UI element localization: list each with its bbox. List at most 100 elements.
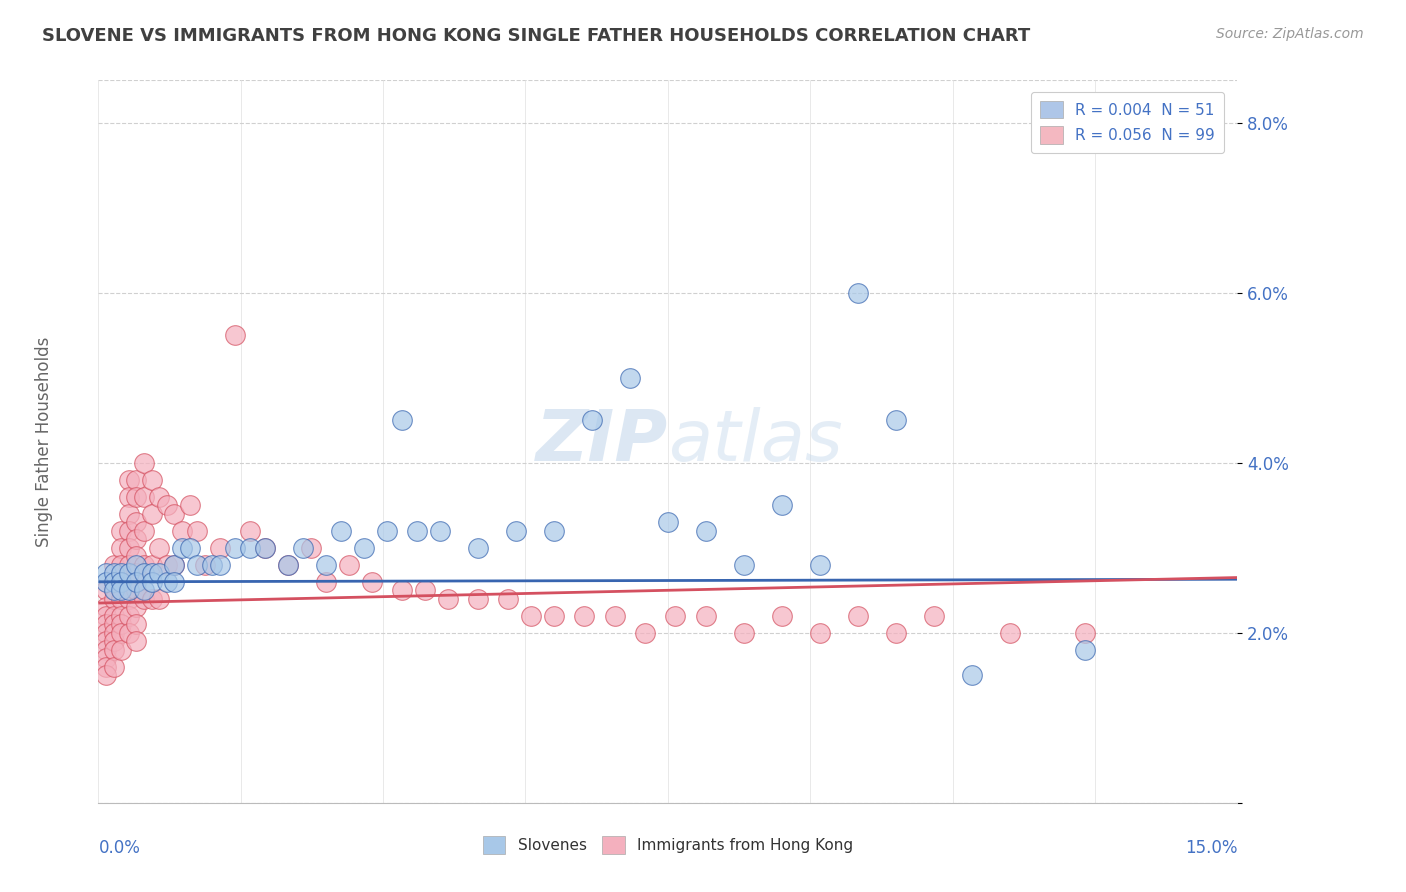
Point [125,558,148,572]
Point [520,608,543,623]
Point [353,541,375,555]
Point [156,558,179,572]
Point [132,524,155,538]
Point [103,608,125,623]
Point [201,558,224,572]
Point [543,524,565,538]
Point [94,625,117,640]
Point [375,524,398,538]
Point [156,498,179,512]
Point [103,591,125,606]
Point [498,591,520,606]
Point [110,558,132,572]
Point [125,549,148,564]
Point [141,473,163,487]
Point [110,608,132,623]
Point [770,498,793,512]
Point [733,558,755,572]
Point [413,583,436,598]
Point [118,524,141,538]
Point [148,591,170,606]
Point [179,498,201,512]
Point [141,566,163,581]
Point [125,516,148,530]
Point [163,574,186,589]
Point [94,642,117,657]
Point [436,591,458,606]
Point [125,473,148,487]
Text: atlas: atlas [668,407,842,476]
Point [543,608,565,623]
Point [254,541,277,555]
Point [118,625,141,640]
Point [94,660,117,674]
Point [125,490,148,504]
Point [603,608,626,623]
Point [94,566,117,581]
Point [110,591,132,606]
Point [505,524,527,538]
Point [467,591,489,606]
Point [118,574,141,589]
Text: ZIP: ZIP [536,407,668,476]
Point [103,583,125,598]
Point [224,541,246,555]
Text: SLOVENE VS IMMIGRANTS FROM HONG KONG SINGLE FATHER HOUSEHOLDS CORRELATION CHART: SLOVENE VS IMMIGRANTS FROM HONG KONG SIN… [42,27,1031,45]
Point [118,591,141,606]
Point [277,558,299,572]
Point [657,516,679,530]
Point [132,490,155,504]
Point [94,583,117,598]
Point [808,625,831,640]
Point [110,617,132,632]
Point [125,533,148,547]
Point [110,583,132,598]
Point [103,625,125,640]
Point [239,541,262,555]
Point [960,668,983,682]
Point [125,600,148,615]
Point [125,634,148,648]
Point [148,566,170,581]
Point [141,574,163,589]
Point [163,507,186,521]
Point [141,591,163,606]
Point [391,413,413,427]
Point [315,558,337,572]
Point [94,634,117,648]
Point [110,574,132,589]
Point [125,583,148,598]
Point [118,541,141,555]
Point [94,668,117,682]
Point [695,608,717,623]
Point [360,574,382,589]
Point [125,617,148,632]
Point [103,558,125,572]
Point [574,608,596,623]
Point [94,600,117,615]
Point [148,541,170,555]
Point [141,507,163,521]
Point [118,583,141,598]
Point [94,617,117,632]
Point [103,660,125,674]
Point [132,591,155,606]
Point [110,574,132,589]
Point [467,541,489,555]
Point [254,541,277,555]
Point [634,625,657,640]
Point [94,608,117,623]
Point [110,524,132,538]
Point [186,524,208,538]
Point [1074,642,1097,657]
Point [103,583,125,598]
Point [94,574,117,589]
Point [125,574,148,589]
Point [141,558,163,572]
Point [118,566,141,581]
Point [110,642,132,657]
Point [733,625,755,640]
Point [118,490,141,504]
Point [156,574,179,589]
Point [103,617,125,632]
